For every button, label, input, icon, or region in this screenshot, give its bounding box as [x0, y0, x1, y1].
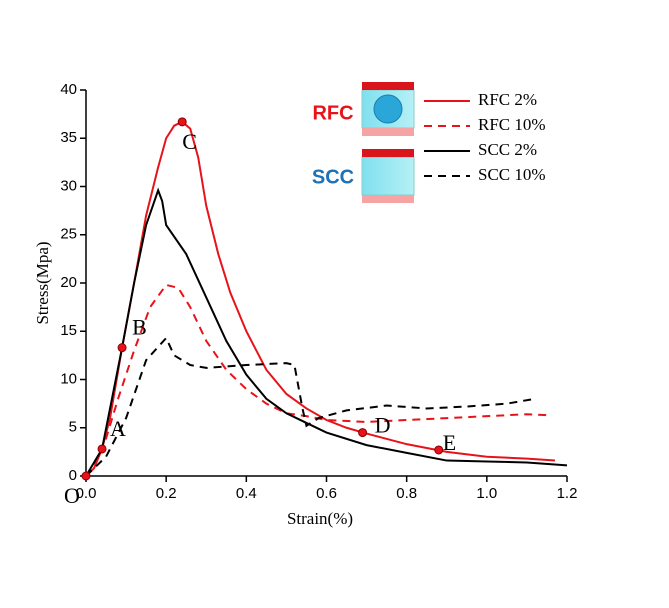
y-tick-label: 10	[60, 370, 77, 387]
key-point	[177, 117, 187, 127]
key-point	[358, 428, 368, 438]
y-tick-label: 15	[60, 322, 77, 339]
legend-label: SCC 10%	[478, 165, 546, 184]
y-axis-label: Stress(Mpa)	[33, 241, 52, 324]
y-tick-label: 30	[60, 177, 77, 194]
point-label: A	[110, 416, 126, 441]
x-axis-label: Strain(%)	[287, 509, 353, 528]
point-label: C	[182, 129, 197, 154]
x-tick-label: 1.2	[557, 485, 578, 502]
y-tick-label: 0	[69, 467, 77, 484]
x-tick-label: 0.2	[156, 485, 177, 502]
point-label: B	[132, 315, 147, 340]
rfc-icon	[361, 82, 415, 136]
series-line	[85, 336, 536, 477]
legend-label: RFC 10%	[478, 115, 546, 134]
legend-label: RFC 2%	[478, 90, 537, 109]
point-label: D	[375, 413, 391, 438]
legend-label: SCC 2%	[478, 140, 537, 159]
key-point	[434, 445, 444, 455]
scc-icon	[361, 149, 415, 203]
y-tick-label: 20	[60, 274, 77, 291]
annotation: SCC	[312, 166, 354, 188]
point-label: O	[64, 483, 80, 508]
x-tick-label: 0.4	[236, 485, 257, 502]
x-tick-label: 0.8	[396, 485, 417, 502]
series-line	[85, 187, 568, 477]
key-point	[117, 343, 127, 353]
point-label: E	[443, 430, 456, 455]
x-tick-label: 0.6	[316, 485, 337, 502]
series-line	[85, 283, 548, 477]
x-tick-label: 0.0	[76, 485, 97, 502]
key-point	[81, 471, 91, 481]
y-tick-label: 25	[60, 226, 77, 243]
annotation: RFC	[312, 102, 353, 124]
y-tick-label: 40	[60, 81, 77, 98]
key-point	[97, 444, 107, 454]
y-tick-label: 35	[60, 129, 77, 146]
x-tick-label: 1.0	[476, 485, 497, 502]
y-tick-label: 5	[69, 419, 77, 436]
